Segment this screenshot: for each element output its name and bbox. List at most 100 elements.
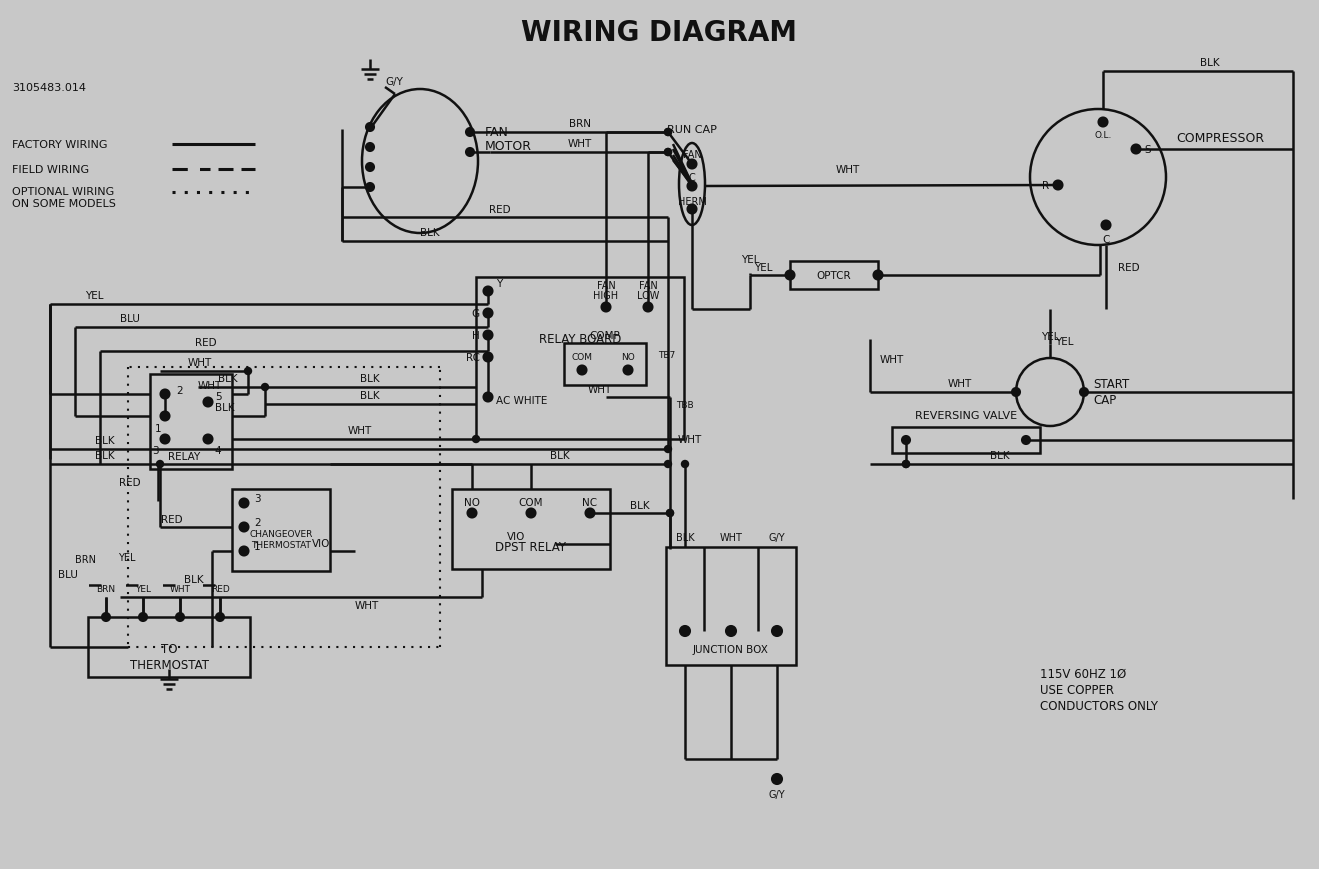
Circle shape [772,627,782,636]
Text: C: C [689,173,695,182]
Text: VIO: VIO [506,531,525,541]
Text: Y: Y [496,279,503,289]
Circle shape [484,354,492,362]
Circle shape [1080,388,1088,396]
Circle shape [240,547,248,556]
Circle shape [102,614,109,621]
Circle shape [1012,388,1020,396]
Text: G: G [472,308,480,319]
Text: RED: RED [211,585,230,594]
Text: WHT: WHT [836,165,860,175]
Circle shape [725,627,736,636]
Text: R: R [1042,181,1050,191]
Circle shape [484,353,492,362]
Text: CHANGEOVER
THERMOSTAT: CHANGEOVER THERMOSTAT [249,529,313,549]
Text: NO: NO [621,353,634,362]
Text: HERM: HERM [678,196,707,207]
Circle shape [601,303,611,312]
Text: HIGH: HIGH [594,290,619,301]
Circle shape [157,461,164,468]
Text: BLK: BLK [218,374,237,383]
Circle shape [682,461,689,468]
Text: FACTORY WIRING: FACTORY WIRING [12,140,108,149]
Text: 1: 1 [255,541,261,551]
Circle shape [138,614,146,621]
Circle shape [365,183,375,192]
Text: YEL: YEL [1055,336,1074,347]
Text: BLU: BLU [120,314,140,323]
Text: COMPRESSOR: COMPRESSOR [1177,131,1264,144]
Circle shape [772,774,782,784]
Text: 5: 5 [215,392,222,401]
Text: 3: 3 [152,446,158,455]
Text: JUNCTION BOX: JUNCTION BOX [692,644,769,654]
Text: RELAY: RELAY [168,452,200,461]
Circle shape [665,149,671,156]
Bar [232,489,330,571]
Text: FAN: FAN [683,149,702,160]
Text: MOTOR: MOTOR [485,139,532,152]
Text: WHT: WHT [678,434,702,444]
Circle shape [1022,436,1030,444]
Text: YEL: YEL [119,553,136,562]
Text: RED: RED [195,338,216,348]
Text: TBB: TBB [677,401,694,410]
Text: 2: 2 [175,386,182,395]
Bar [150,375,232,469]
Text: WHT: WHT [187,357,212,368]
Bar [666,547,795,666]
Text: WHT: WHT [948,379,972,388]
Text: COM: COM [571,353,592,362]
Text: G/Y: G/Y [769,789,785,799]
Text: BLK: BLK [550,450,570,461]
Text: OPTIONAL WIRING
ON SOME MODELS: OPTIONAL WIRING ON SOME MODELS [12,187,116,209]
Circle shape [665,461,671,468]
Text: WHT: WHT [568,139,592,149]
Circle shape [365,144,375,152]
Text: REVERSING VALVE: REVERSING VALVE [915,410,1017,421]
Circle shape [624,366,633,375]
Circle shape [1101,222,1111,230]
Circle shape [1132,145,1141,155]
Text: WHT: WHT [880,355,905,365]
Circle shape [902,461,910,468]
Circle shape [687,182,696,191]
Text: BLK: BLK [360,390,380,401]
Circle shape [526,509,536,518]
Text: LOW: LOW [637,290,660,301]
Text: C: C [1103,235,1109,245]
Text: YEL: YEL [135,585,150,594]
Text: H: H [472,330,480,341]
Circle shape [1099,118,1108,128]
Text: BLK: BLK [1200,58,1220,68]
Text: BRN: BRN [75,554,96,564]
Text: NO: NO [464,497,480,507]
Text: 2: 2 [255,517,261,527]
Bar [476,278,685,440]
Circle shape [161,412,170,421]
Circle shape [240,523,248,532]
Circle shape [484,393,492,402]
Text: 1: 1 [154,423,161,434]
Bar [565,343,646,386]
Text: WHT: WHT [720,533,743,542]
Text: 3: 3 [255,494,261,503]
Circle shape [665,129,671,136]
Text: G/Y: G/Y [769,533,785,542]
Text: NC: NC [583,497,598,507]
Text: WHT: WHT [588,385,612,395]
Text: FAN: FAN [638,281,657,290]
Text: YEL: YEL [1041,332,1059,342]
Circle shape [786,271,794,280]
Circle shape [365,124,375,132]
Text: BLK: BLK [991,450,1010,461]
Text: RC: RC [466,353,480,362]
Text: FIELD WIRING: FIELD WIRING [12,165,90,175]
Text: 115V 60HZ 1Ø
USE COPPER
CONDUCTORS ONLY: 115V 60HZ 1Ø USE COPPER CONDUCTORS ONLY [1039,667,1158,713]
Text: AC WHITE: AC WHITE [496,395,547,406]
Text: RUN CAP: RUN CAP [667,125,718,135]
Text: WHT: WHT [198,381,222,390]
Text: RELAY BOARD: RELAY BOARD [539,333,621,346]
Circle shape [365,164,375,172]
Text: BLK: BLK [185,574,204,584]
